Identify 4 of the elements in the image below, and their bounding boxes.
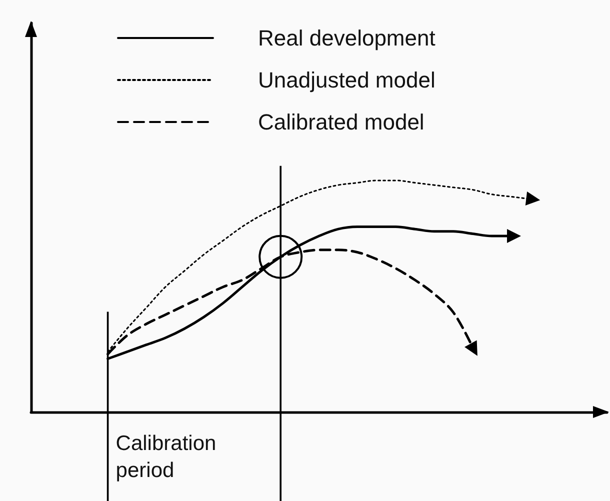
legend-label: Unadjusted model [258, 68, 436, 92]
text: Calibration period [116, 432, 222, 482]
legend-label: Calibrated model [258, 110, 424, 134]
legend-label: Real development [258, 26, 436, 50]
